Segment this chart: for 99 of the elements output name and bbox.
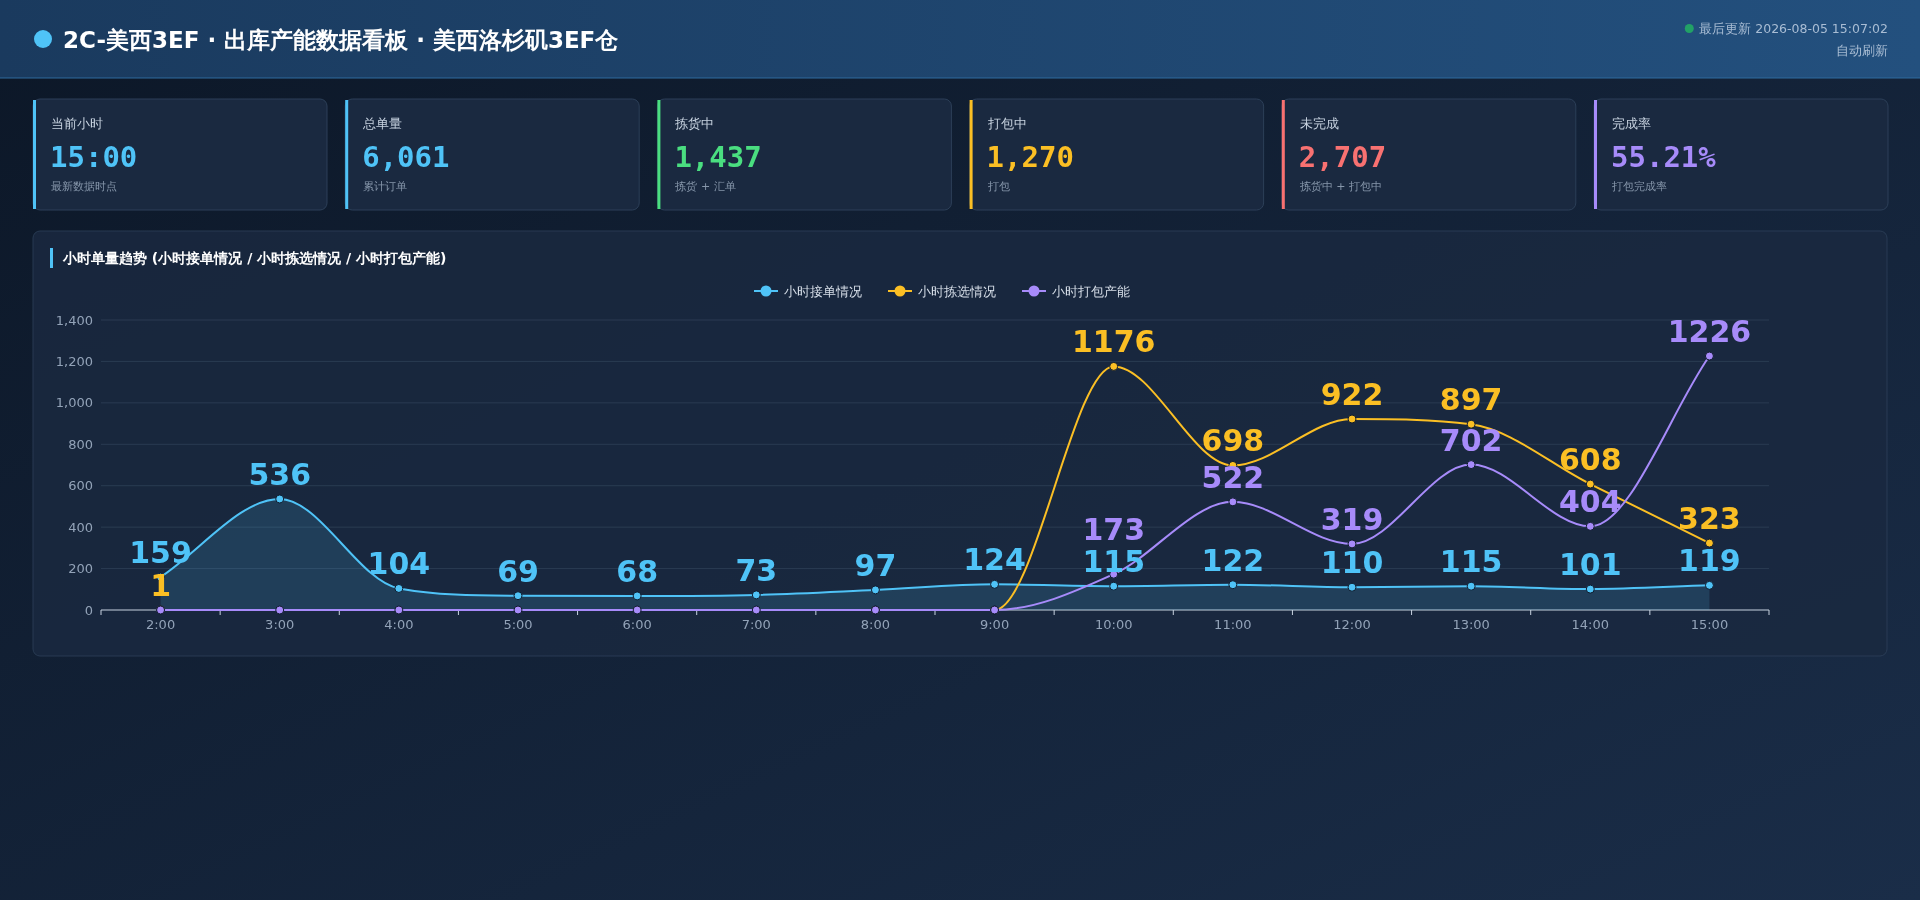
data-label: 101: [1558, 547, 1622, 583]
data-label: 173: [1082, 512, 1146, 548]
y-tick-label: 400: [68, 519, 93, 535]
y-tick-label: 200: [68, 561, 93, 577]
data-label: 1176: [1071, 324, 1156, 360]
point: [1228, 580, 1238, 590]
x-tick-label: 3:00: [265, 617, 295, 632]
point: [275, 605, 285, 615]
legend-label: 小时拣选情况: [918, 283, 996, 299]
data-label: 110: [1320, 545, 1384, 581]
text: 2,707: [1298, 140, 1387, 174]
point: [1585, 521, 1595, 531]
text: 拣货中 + 打包中: [1298, 180, 1383, 193]
point: [1466, 460, 1476, 470]
data-label: 104: [367, 546, 431, 582]
text: 未完成: [1299, 116, 1339, 131]
y-tick-label: 600: [68, 478, 93, 494]
point: [394, 605, 404, 615]
point: [990, 579, 1000, 589]
text: 拣货 + 汇单: [674, 180, 736, 193]
data-label: 922: [1320, 377, 1384, 413]
text: 最后更新 2026-08-05 15:07:02: [1699, 21, 1888, 36]
point: [1347, 582, 1357, 592]
point: [1585, 584, 1595, 594]
x-tick-label: 7:00: [741, 617, 771, 632]
legend-label: 小时打包产能: [1052, 283, 1130, 299]
y-tick-label: 800: [68, 436, 93, 452]
legend-label: 小时接单情况: [784, 283, 862, 299]
y-tick-label: 0: [84, 602, 93, 618]
text: 最新数据时点: [51, 180, 117, 193]
chart-title: 小时单量趋势 (小时接单情况 / 小时拣选情况 / 小时打包产能): [62, 250, 447, 266]
point: [1109, 581, 1119, 591]
x-tick-label: 13:00: [1452, 617, 1490, 632]
text: 6,061: [362, 140, 450, 174]
point: [632, 591, 642, 601]
data-label: 124: [963, 542, 1026, 578]
text: 打包中: [986, 116, 1027, 131]
y-tick-label: 1,200: [55, 353, 93, 369]
data-label: 68: [616, 553, 659, 589]
data-label: 323: [1678, 501, 1741, 537]
text: 打包: [986, 180, 1010, 193]
y-tick-label: 1,400: [55, 312, 93, 328]
point: [751, 605, 761, 615]
point: [632, 605, 642, 615]
text: 15:00: [50, 140, 138, 174]
x-tick-label: 11:00: [1214, 617, 1252, 632]
text: 累计订单: [363, 180, 408, 193]
data-label: 702: [1439, 422, 1503, 458]
point: [1347, 539, 1357, 549]
x-tick-label: 5:00: [503, 617, 533, 632]
x-tick-label: 8:00: [860, 617, 891, 632]
text: 总单量: [362, 116, 403, 131]
point: [751, 590, 761, 600]
data-label: 119: [1678, 543, 1741, 579]
point: [394, 583, 404, 593]
x-tick-label: 12:00: [1333, 617, 1371, 632]
data-label: 69: [497, 553, 539, 589]
point: [1347, 414, 1357, 424]
x-tick-label: 4:00: [384, 617, 414, 632]
point: [513, 591, 523, 601]
x-tick-label: 2:00: [145, 617, 176, 632]
text: 1,437: [674, 140, 762, 174]
x-tick-label: 15:00: [1690, 617, 1729, 632]
data-label: 897: [1439, 382, 1503, 418]
text: 2C-美西3EF · 出库产能数据看板 · 美西洛杉矶3EF仓: [63, 27, 620, 53]
text: 打包完成率: [1611, 180, 1667, 193]
text: 55.21%: [1611, 140, 1717, 174]
text: 自动刷新: [1836, 43, 1888, 58]
data-label: 608: [1558, 442, 1622, 478]
data-label: 536: [248, 456, 312, 492]
point: [870, 585, 880, 595]
x-tick-label: 14:00: [1571, 617, 1610, 632]
data-label: 115: [1439, 544, 1503, 580]
point: [1585, 479, 1595, 489]
point: [513, 605, 523, 615]
y-tick-label: 1,000: [55, 395, 93, 411]
data-label: 1226: [1667, 314, 1752, 350]
point: [1704, 580, 1714, 590]
point: [1466, 419, 1476, 429]
text: 完成率: [1612, 116, 1651, 131]
x-tick-label: 6:00: [622, 617, 652, 632]
point: [1704, 538, 1714, 548]
text: 当前小时: [51, 116, 103, 131]
data-label: 404: [1558, 484, 1622, 520]
data-label: 522: [1201, 459, 1265, 495]
data-label: 73: [735, 552, 778, 588]
x-tick-label: 10:00: [1094, 617, 1133, 632]
point: [275, 494, 285, 504]
point: [1704, 351, 1714, 361]
x-tick-label: 9:00: [979, 617, 1010, 632]
data-label: 97: [854, 547, 897, 583]
data-label: 319: [1320, 501, 1384, 537]
text: 拣货中: [674, 116, 715, 131]
data-label: 122: [1201, 542, 1265, 578]
point: [1109, 361, 1119, 371]
text: 1,270: [986, 140, 1074, 174]
point: [1228, 497, 1238, 507]
point: [1466, 581, 1476, 591]
data-label: 698: [1201, 423, 1265, 459]
